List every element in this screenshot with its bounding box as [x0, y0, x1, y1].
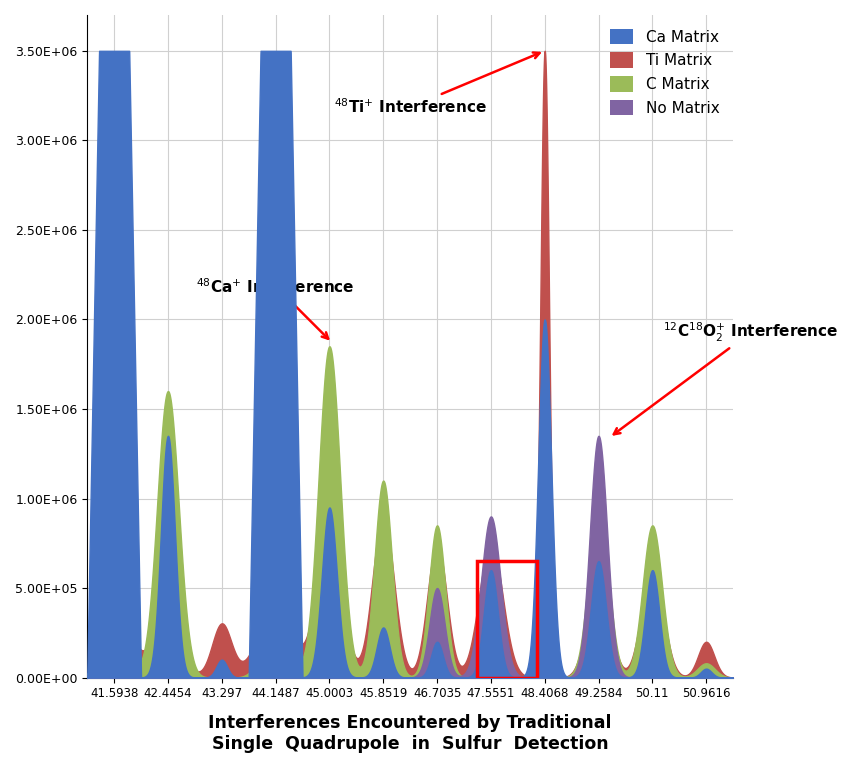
Text: $^{48}$Ti$^{+}$ Interference: $^{48}$Ti$^{+}$ Interference [334, 52, 539, 117]
Legend: Ca Matrix, Ti Matrix, C Matrix, No Matrix: Ca Matrix, Ti Matrix, C Matrix, No Matri… [604, 22, 725, 121]
Bar [477, 561, 537, 677]
Text: $^{12}$C$^{18}$O$_2^{+}$ Interference: $^{12}$C$^{18}$O$_2^{+}$ Interference [613, 321, 838, 434]
Text: $^{48}$Ca$^{+}$ Interference: $^{48}$Ca$^{+}$ Interference [196, 277, 355, 339]
X-axis label: Interferences Encountered by Traditional
Single  Quadrupole  in  Sulfur  Detecti: Interferences Encountered by Traditional… [209, 714, 612, 753]
